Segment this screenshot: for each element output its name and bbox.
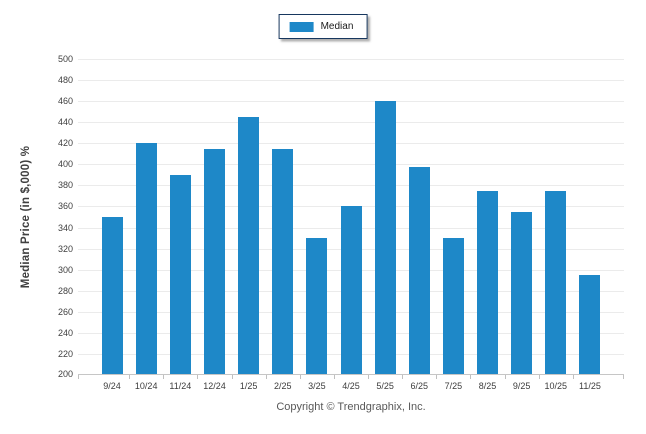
- y-tick-label: 220: [57, 349, 73, 359]
- y-tick-label: 280: [57, 286, 73, 296]
- x-axis-tick: [436, 375, 437, 379]
- bar-2/25: [272, 148, 294, 374]
- x-axis-tick: [78, 375, 79, 379]
- x-tick-label: 9/24: [103, 381, 121, 391]
- x-tick-label: 10/24: [134, 381, 158, 391]
- x-axis-tick: [266, 375, 267, 379]
- x-tick-label: 2/25: [273, 381, 292, 391]
- x-tick-label: 8/25: [478, 381, 497, 391]
- gridline: [78, 80, 624, 81]
- bar-1/25: [238, 116, 260, 374]
- bar-12/24: [203, 148, 225, 374]
- x-tick-label: 3/25: [308, 381, 326, 391]
- plot-area: 200 220 240 260 280 300 320 340 360 380 400 420 440 4…: [58, 54, 624, 391]
- bar-9/24: [101, 217, 123, 374]
- bar-7/25: [442, 238, 464, 374]
- y-axis-title: Median Price (in $,000) %: [20, 145, 32, 289]
- y-tick-label: 500: [57, 54, 73, 64]
- gridline: [78, 164, 624, 165]
- bar-10/25: [545, 190, 567, 374]
- x-tick-label: 12/24: [203, 381, 226, 391]
- bar-11/25: [579, 274, 601, 374]
- y-tick-label: 420: [57, 138, 73, 148]
- gridline: [78, 101, 624, 102]
- x-axis-tick: [505, 375, 506, 379]
- x-axis-tick: [129, 375, 130, 379]
- x-axis-tick: [573, 375, 574, 379]
- bar-3/25: [306, 238, 328, 374]
- x-tick-label: 7/25: [444, 381, 463, 391]
- gridline: [78, 122, 624, 123]
- x-axis-tick: [334, 375, 335, 379]
- x-axis-tick: [623, 375, 624, 379]
- x-axis-tick: [197, 375, 198, 379]
- x-tick-label: 10/25: [544, 381, 568, 391]
- y-tick-label: 480: [57, 75, 73, 85]
- bar-10/24: [135, 143, 157, 374]
- x-axis-tick: [163, 375, 164, 379]
- y-tick-label: 200: [57, 369, 73, 379]
- y-tick-label: 400: [57, 159, 73, 169]
- copyright-caption: Copyright © Trendgraphix, Inc.: [276, 401, 426, 413]
- x-axis-tick: [470, 375, 471, 379]
- x-tick-label: 5/25: [376, 381, 394, 391]
- y-tick-label: 240: [57, 328, 73, 338]
- y-tick-label: 360: [57, 201, 73, 211]
- y-tick-label: 380: [57, 180, 73, 190]
- legend-swatch-median: [289, 21, 314, 32]
- legend: Median: [278, 14, 368, 39]
- x-axis-tick: [232, 375, 233, 379]
- legend-label-median: Median: [320, 20, 354, 32]
- bar-8/25: [477, 190, 499, 374]
- x-axis-tick: [368, 375, 369, 379]
- bar-6/25: [408, 167, 430, 374]
- x-tick-label: 9/25: [512, 381, 531, 391]
- x-tick-label: 4/25: [342, 381, 360, 391]
- gridline: [78, 143, 624, 144]
- bar-4/25: [340, 206, 362, 374]
- x-tick-label: 6/25: [410, 381, 429, 391]
- y-tick-label: 260: [57, 307, 73, 317]
- bar-11/24: [169, 174, 191, 374]
- x-axis-tick: [402, 375, 403, 379]
- x-axis-tick: [539, 375, 540, 379]
- gridline: [78, 185, 624, 186]
- bar-5/25: [374, 101, 396, 374]
- bar-9/25: [511, 211, 533, 374]
- x-tick-label: 11/25: [578, 381, 601, 391]
- x-tick-label: 1/25: [239, 381, 258, 391]
- x-axis-line: [78, 374, 624, 375]
- x-tick-label: 11/24: [169, 381, 192, 391]
- gridline: [78, 59, 624, 60]
- y-tick-label: 460: [57, 96, 73, 106]
- y-tick-label: 320: [57, 244, 73, 254]
- y-tick-label: 300: [57, 265, 73, 275]
- x-axis-tick: [300, 375, 301, 379]
- y-tick-label: 440: [57, 117, 73, 127]
- y-tick-label: 340: [57, 223, 73, 233]
